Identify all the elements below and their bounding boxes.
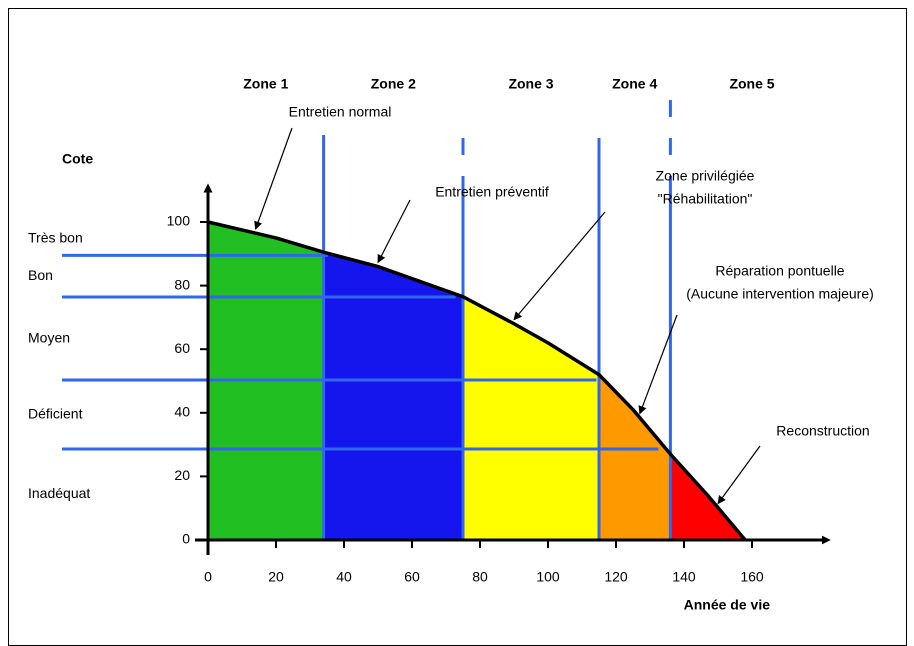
deterioration-curve <box>207 220 747 542</box>
x-tick-label: 140 <box>672 569 696 585</box>
level-label: Déficient <box>28 405 83 421</box>
level-label: Bon <box>28 267 53 283</box>
y-tick-label: 20 <box>174 467 190 483</box>
x-tick-label: 80 <box>472 569 488 585</box>
x-tick-label: 20 <box>268 569 284 585</box>
level-label: Moyen <box>28 329 70 345</box>
x-tick-label: 40 <box>336 569 352 585</box>
zone-label: Zone 2 <box>371 76 416 92</box>
y-tick-label: 40 <box>174 404 190 420</box>
level-label: Inadéquat <box>28 485 90 501</box>
zone-fill <box>323 252 463 540</box>
y-axis-title: Cote <box>62 151 93 167</box>
zone-label: Zone 4 <box>612 76 657 92</box>
zone-fill <box>599 374 671 540</box>
annotation-arrow <box>513 211 606 321</box>
x-tick-label: 100 <box>536 569 560 585</box>
x-tick-label: 120 <box>604 569 628 585</box>
zone-fill <box>463 296 599 540</box>
x-tick-label: 60 <box>404 569 420 585</box>
zone-label: Zone 1 <box>243 76 288 92</box>
y-tick-label: 80 <box>174 276 190 292</box>
x-tick-label: 160 <box>740 569 764 585</box>
annotation-text: (Aucune intervention majeure) <box>686 286 874 302</box>
y-tick-label: 100 <box>167 213 191 229</box>
annotation-text: Entretien préventif <box>435 184 549 200</box>
x-axis-title: Année de vie <box>684 597 771 613</box>
y-tick-label: 0 <box>182 531 190 547</box>
annotation-text: "Réhabilitation" <box>658 191 753 207</box>
level-label: Très bon <box>28 229 83 245</box>
annotation-arrow <box>717 445 761 505</box>
annotation-text: Entretien normal <box>289 104 392 120</box>
annotation-arrow <box>638 314 678 415</box>
zone-label: Zone 5 <box>729 76 774 92</box>
annotation-arrow <box>254 127 293 230</box>
annotation-text: Zone privilégiée <box>656 168 755 184</box>
annotation-text: Reconstruction <box>776 423 869 439</box>
annotation-text: Réparation pontuelle <box>715 263 844 279</box>
x-tick-label: 0 <box>204 569 212 585</box>
zone-label: Zone 3 <box>508 76 553 92</box>
annotation-arrow <box>377 199 411 264</box>
y-tick-label: 60 <box>174 340 190 356</box>
